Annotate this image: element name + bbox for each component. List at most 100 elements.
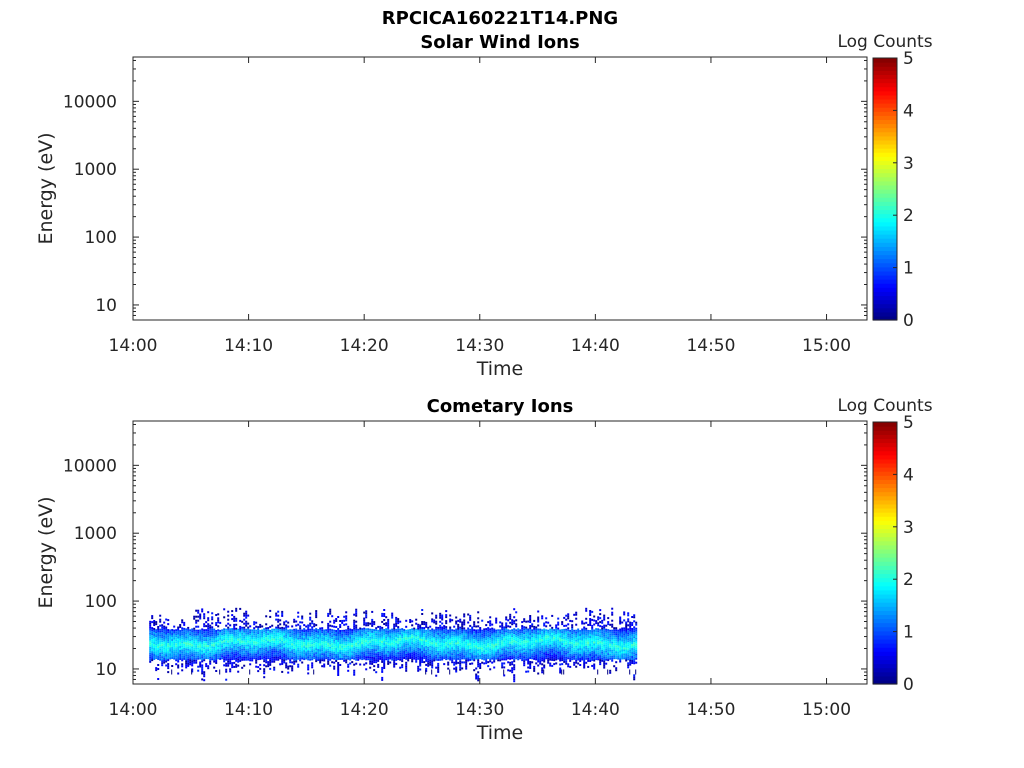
heatmap-cell — [225, 644, 228, 647]
heatmap-cell — [455, 622, 458, 625]
heatmap-cell — [347, 645, 350, 648]
heatmap-cell — [315, 634, 318, 637]
heatmap-cell — [161, 638, 164, 641]
heatmap-cell — [439, 652, 442, 655]
heatmap-cell — [507, 647, 510, 650]
heatmap-cell — [181, 645, 184, 648]
heatmap-cell — [231, 638, 234, 641]
heatmap-cell — [377, 663, 380, 666]
heatmap-cell — [397, 648, 400, 651]
heatmap-cell — [207, 637, 210, 640]
heatmap-cell — [343, 615, 346, 618]
heatmap-cell — [585, 639, 588, 642]
heatmap-cell — [167, 651, 170, 654]
heatmap-cell — [165, 618, 168, 621]
heatmap-cell — [461, 635, 464, 638]
heatmap-cell — [257, 644, 260, 647]
heatmap-cell — [563, 669, 565, 675]
heatmap-cell — [553, 657, 556, 660]
heatmap-cell — [513, 634, 516, 637]
heatmap-cell — [595, 658, 598, 661]
heatmap-cell — [263, 676, 266, 679]
heatmap-cell — [431, 666, 434, 669]
heatmap-cell — [453, 641, 456, 644]
heatmap-cell — [341, 645, 344, 648]
heatmap-cell — [337, 642, 340, 644]
heatmap-cell — [353, 649, 356, 652]
heatmap-cell — [487, 621, 490, 624]
heatmap-cell — [197, 653, 200, 656]
heatmap-cell — [511, 633, 514, 636]
heatmap-cell — [181, 669, 184, 672]
heatmap-cell — [267, 641, 270, 644]
heatmap-cell — [277, 626, 280, 629]
heatmap-cell — [307, 652, 310, 655]
heatmap-cell — [543, 630, 546, 633]
heatmap-cell — [485, 636, 488, 639]
heatmap-cell — [249, 649, 252, 652]
heatmap-cell — [201, 632, 204, 635]
heatmap-cell — [617, 637, 620, 640]
heatmap-cell — [623, 619, 626, 622]
heatmap-cell — [365, 624, 368, 627]
heatmap-cell — [505, 658, 508, 661]
heatmap-cell — [281, 654, 284, 657]
heatmap-cell — [185, 652, 188, 655]
heatmap-cell — [611, 639, 614, 642]
heatmap-cell — [509, 629, 512, 632]
heatmap-cell — [403, 637, 406, 639]
heatmap-cell — [171, 641, 174, 643]
heatmap-cell — [597, 646, 600, 649]
heatmap-cell — [341, 641, 344, 644]
heatmap-cell — [239, 659, 242, 662]
heatmap-cell — [347, 635, 350, 638]
heatmap-cell — [197, 645, 200, 648]
heatmap-cell — [161, 636, 164, 639]
heatmap-cell — [375, 645, 378, 648]
heatmap-cell — [291, 643, 294, 646]
heatmap-cell — [365, 648, 368, 651]
heatmap-cell — [447, 635, 450, 638]
heatmap-cell — [383, 651, 386, 653]
heatmap-cell — [189, 649, 192, 652]
heatmap-cell — [459, 668, 462, 671]
heatmap-cell — [291, 649, 294, 652]
heatmap-cell — [195, 639, 198, 642]
heatmap-cell — [325, 649, 328, 652]
heatmap-cell — [405, 619, 408, 622]
heatmap-cell — [463, 619, 466, 622]
heatmap-cell — [171, 669, 173, 675]
heatmap-cell — [451, 631, 454, 634]
heatmap-cell — [165, 644, 168, 647]
heatmap-cell — [619, 650, 622, 653]
heatmap-cell — [401, 666, 404, 669]
heatmap-cell — [353, 643, 356, 646]
heatmap-cell — [551, 638, 554, 641]
heatmap-cell — [265, 645, 268, 648]
heatmap-cell — [169, 649, 172, 652]
heatmap-cell — [249, 643, 252, 646]
heatmap-cell — [413, 635, 416, 638]
heatmap-cell — [307, 648, 310, 651]
heatmap-cell — [161, 646, 164, 649]
heatmap-cell — [355, 638, 358, 641]
heatmap-cell — [195, 653, 198, 656]
heatmap-cell — [621, 651, 624, 654]
heatmap-cell — [585, 633, 588, 636]
heatmap-cell — [297, 663, 300, 666]
heatmap-cell — [191, 634, 194, 637]
heatmap-cell — [243, 664, 246, 667]
heatmap-cell — [523, 620, 526, 623]
heatmap-cell — [277, 630, 280, 633]
heatmap-cell — [373, 631, 376, 634]
heatmap-cell — [403, 631, 406, 633]
heatmap-cell — [527, 656, 530, 659]
heatmap-cell — [255, 637, 258, 640]
heatmap-cell — [405, 665, 408, 668]
heatmap-cell — [355, 620, 358, 623]
heatmap-cell — [333, 645, 336, 648]
heatmap-cell — [607, 651, 610, 654]
heatmap-cell — [285, 664, 288, 667]
heatmap-cell — [455, 632, 458, 635]
heatmap-cell — [233, 649, 236, 652]
